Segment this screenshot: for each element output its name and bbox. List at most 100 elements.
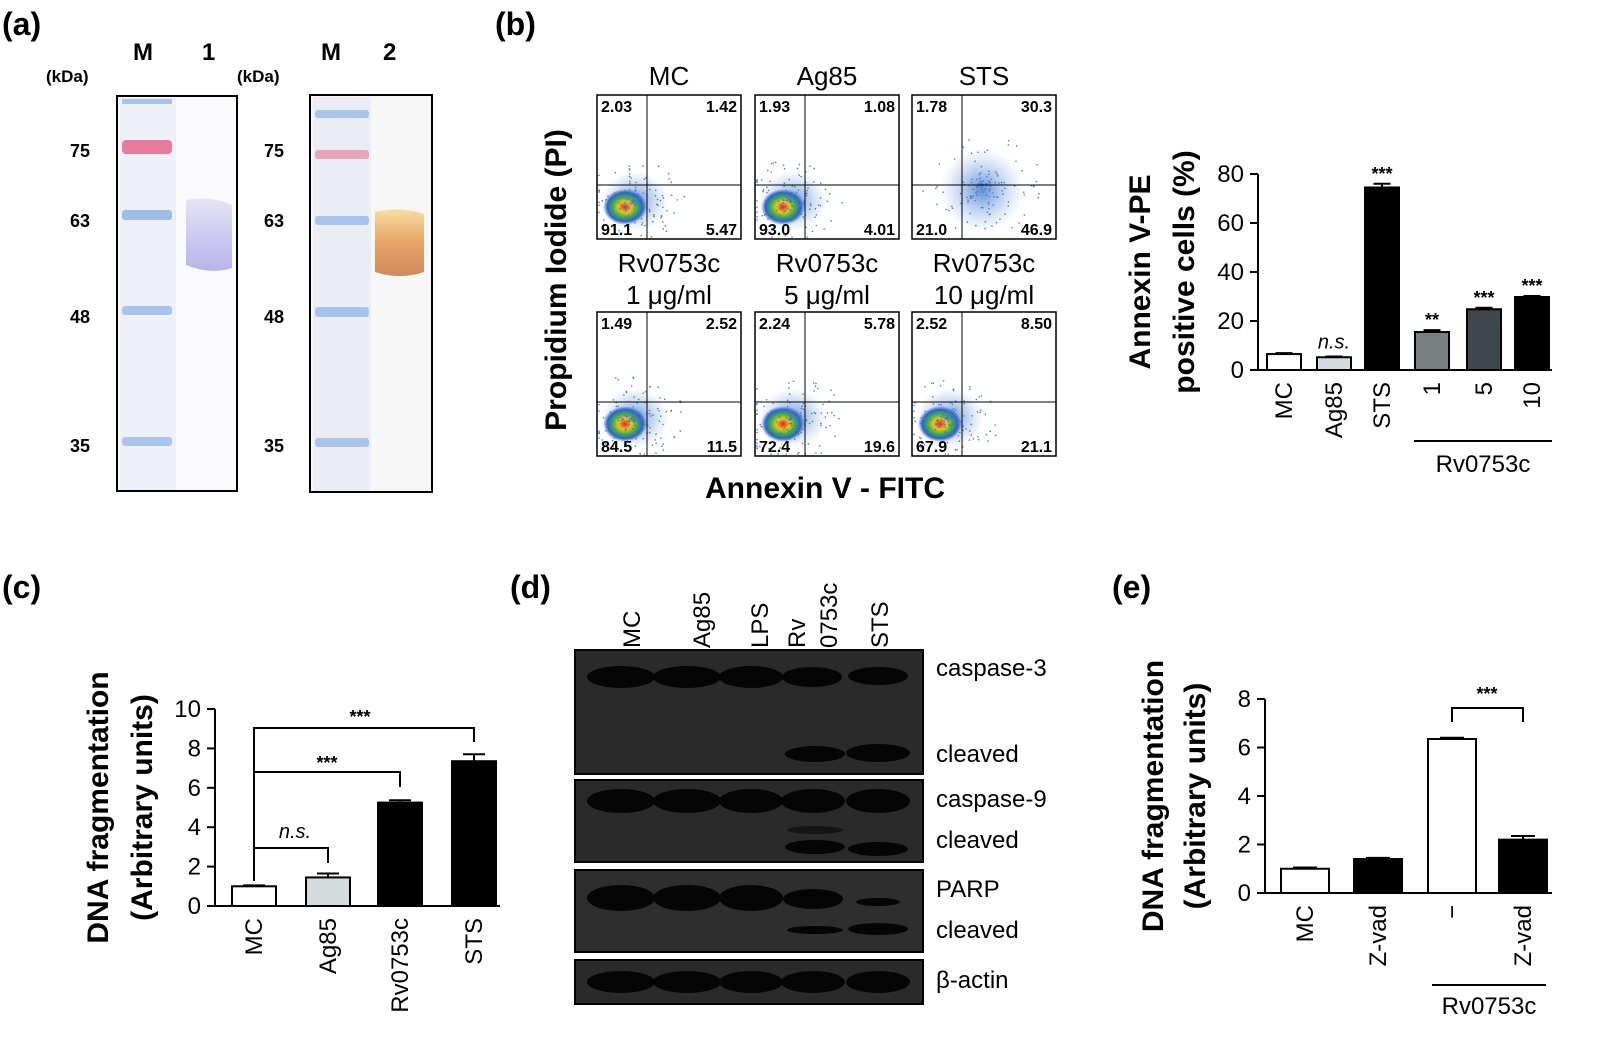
x-category-label: MC [1271, 382, 1298, 419]
x-category-label: MC [1292, 905, 1319, 942]
flow-event-dot [958, 424, 960, 427]
flow-event-dot [943, 420, 945, 422]
flow-event-dot [952, 419, 954, 421]
bar-3 [1427, 738, 1477, 895]
flow-event-dot [790, 422, 793, 425]
flow-event-dot [814, 208, 817, 210]
flow-plot-1: MC 2.03 1.42 91.1 5.47 [596, 61, 742, 240]
flow-event-dot [632, 200, 634, 202]
flow-event-dot [598, 430, 600, 433]
flow-event-dot [982, 206, 984, 209]
flow-event-dot [790, 433, 793, 436]
flow-event-dot [629, 420, 631, 422]
flow-event-dot [790, 416, 792, 419]
flow-q-ul: 2.03 [601, 99, 632, 116]
flow-event-dot [986, 211, 989, 214]
flow-event-dot [962, 146, 965, 148]
flow-event-dot [635, 433, 638, 435]
comparison-label: *** [316, 753, 337, 773]
flow-event-dot [951, 403, 954, 406]
flow-event-dot [1035, 180, 1038, 183]
flow-q-ll: 93.0 [759, 222, 790, 239]
flow-event-dot [641, 221, 644, 224]
flow-event-dot [633, 424, 636, 427]
flow-event-dot [793, 438, 796, 441]
flow-event-dot [764, 229, 767, 232]
flow-event-dot [824, 416, 827, 418]
flow-event-dot [994, 171, 997, 173]
flow-scatter-density [603, 189, 647, 225]
flow-event-dot [653, 215, 655, 218]
flow-event-dot [635, 197, 638, 200]
flow-event-dot [617, 378, 620, 381]
flow-event-dot [639, 208, 642, 210]
flow-event-dot [777, 453, 780, 455]
lane-label-ag85: Ag85 [689, 592, 716, 648]
flow-event-dot [913, 404, 915, 407]
flow-event-dot [613, 437, 616, 439]
flow-event-dot [920, 416, 923, 419]
blot-caspase-3 [574, 649, 924, 775]
flow-event-dot [950, 413, 952, 416]
x-category-label: − [1439, 905, 1466, 919]
flow-event-dot [784, 234, 787, 237]
flow-event-dot [634, 411, 636, 413]
flow-event-dot [602, 417, 605, 419]
panel-b-label: (b) [495, 6, 536, 42]
flow-event-dot [767, 218, 769, 220]
flow-event-dot [683, 195, 686, 198]
y-tick-label: 60 [1217, 210, 1244, 237]
flow-event-dot [785, 205, 787, 208]
comparison-label: *** [1476, 684, 1497, 704]
flow-event-dot [636, 417, 639, 419]
flow-event-dot [815, 452, 817, 454]
flow-event-dot [913, 433, 915, 436]
flow-event-dot [962, 425, 965, 427]
flow-event-dot [633, 396, 635, 398]
flow-event-dot [945, 408, 947, 411]
flow-event-dot [605, 199, 607, 201]
flow-event-dot [648, 412, 651, 415]
kda-label-2: (kDa) [237, 67, 280, 86]
flow-event-dot [1004, 213, 1006, 216]
flow-event-dot [1011, 226, 1013, 229]
flow-event-dot [648, 409, 651, 412]
flow-event-dot [643, 453, 646, 455]
flow-event-dot [951, 207, 954, 210]
flow-event-dot [628, 194, 631, 197]
flow-event-dot [783, 167, 786, 170]
flow-y-axis-label: Propidium Iodide (PI) [540, 129, 573, 431]
flow-event-dot [636, 413, 639, 415]
y-tick-label: 8 [1238, 686, 1251, 713]
flow-event-dot [942, 379, 945, 382]
flow-event-dot [792, 197, 794, 200]
flow-event-dot [788, 387, 790, 390]
flow-event-dot [670, 409, 673, 412]
flow-event-dot [628, 165, 631, 167]
flow-event-dot [655, 442, 657, 444]
panel-c: (c) [2, 569, 41, 605]
flow-event-dot [621, 197, 624, 199]
y-axis-title: Annexin V-PE [1124, 174, 1157, 369]
x-category-label: 10 [1519, 382, 1546, 409]
comparison-label: n.s. [279, 821, 311, 843]
flow-event-dot [636, 201, 638, 203]
flow-event-dot [782, 164, 785, 166]
flow-event-dot [624, 189, 626, 192]
flow-event-dot [796, 199, 798, 201]
flow-event-dot [756, 181, 758, 184]
flow-event-dot [975, 191, 977, 194]
panel-e-label: (e) [1112, 569, 1151, 605]
x-category-label: Rv0753c [387, 918, 414, 1013]
flow-event-dot [952, 388, 955, 391]
flow-event-dot [791, 204, 793, 207]
flow-event-dot [662, 449, 665, 451]
flow-event-dot [995, 221, 998, 224]
flow-event-dot [929, 419, 932, 421]
flow-event-dot [656, 407, 659, 410]
flow-event-dot [788, 382, 790, 384]
gel2-lane-m: M [321, 39, 341, 66]
flow-event-dot [1023, 193, 1026, 196]
flow-event-dot [788, 414, 791, 417]
flow-event-dot [994, 424, 997, 426]
